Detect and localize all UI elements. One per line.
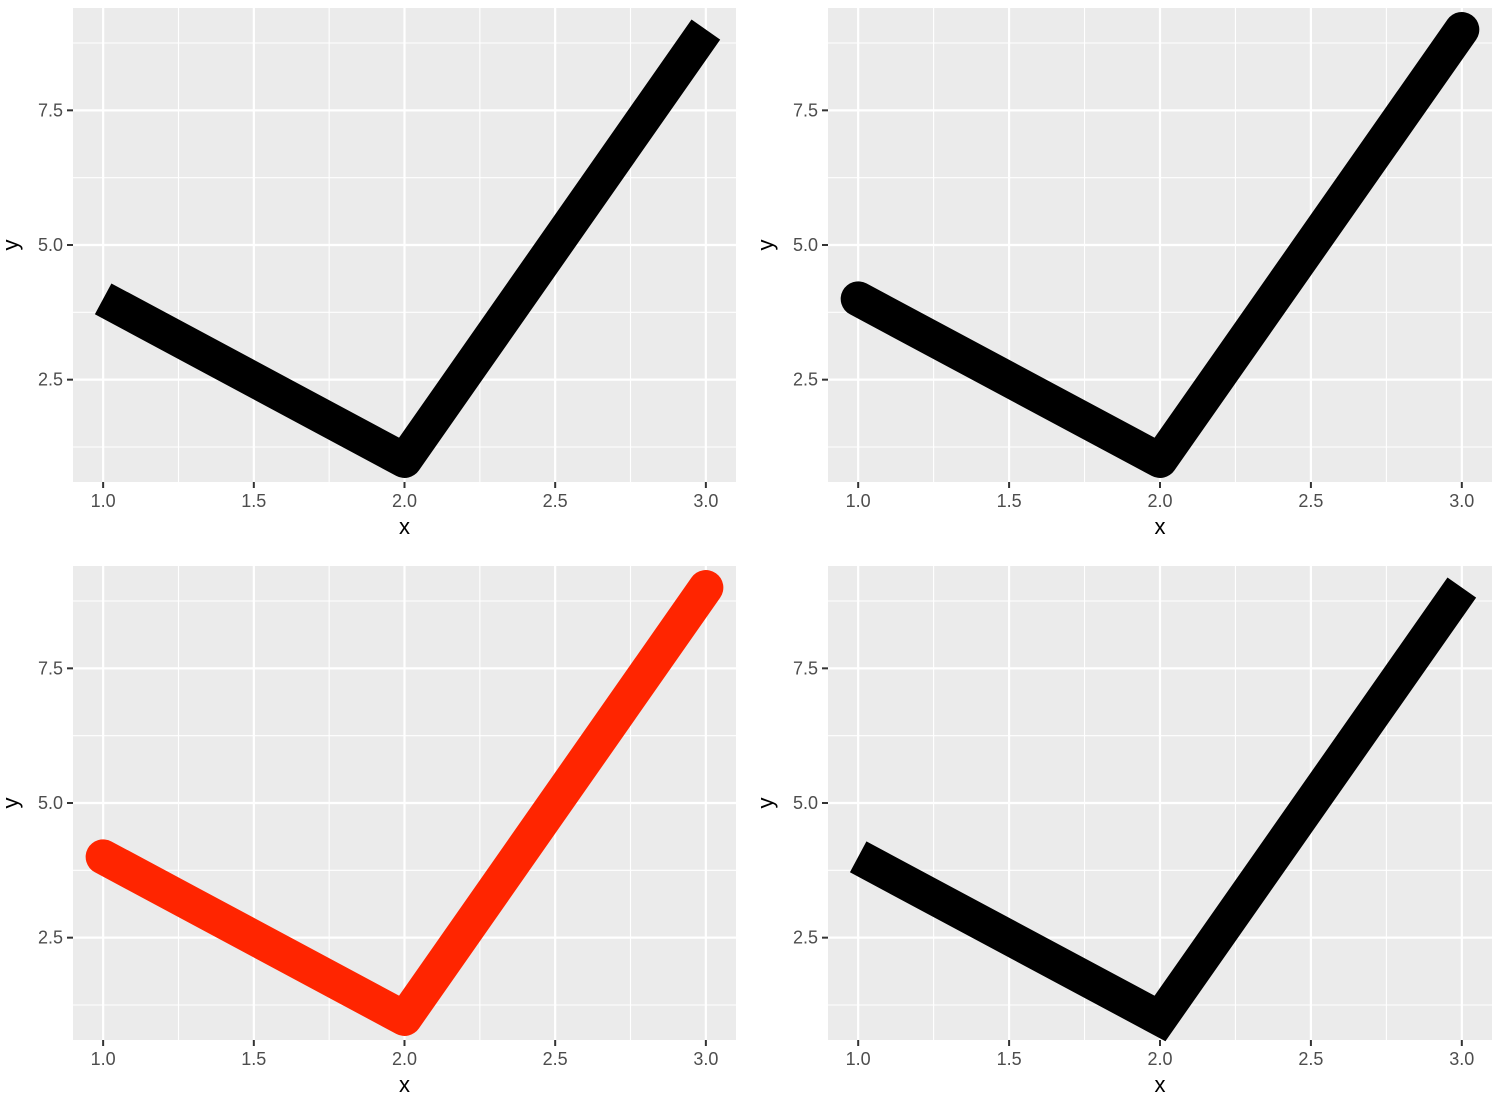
series-line	[849, 577, 1477, 1042]
y-tick-label: 7.5	[793, 658, 818, 678]
y-axis-title: y	[753, 798, 778, 809]
y-tick-label: 2.5	[38, 370, 63, 390]
series-line	[85, 570, 724, 1036]
chart-panel-top-left: 1.0 1.5 2.0 2.5 3.0 2.5 5.0 7.5 x y	[0, 8, 736, 539]
y-tick-label: 5.0	[793, 793, 818, 813]
x-tick-label: 2.5	[543, 491, 568, 511]
y-tick-label: 5.0	[793, 235, 818, 255]
y-tick-label: 2.5	[793, 928, 818, 948]
x-tick-label: 1.5	[997, 1049, 1022, 1069]
y-tick-label: 5.0	[38, 235, 63, 255]
series-line	[840, 12, 1480, 478]
x-tick-label: 2.0	[1147, 491, 1172, 511]
y-axis-title: y	[753, 240, 778, 251]
x-tick-label: 3.0	[1449, 491, 1474, 511]
chart-panel-bottom-right: 1.0 1.5 2.0 2.5 3.0 2.5 5.0 7.5 x y	[753, 566, 1492, 1097]
x-tick-label: 1.0	[91, 1049, 116, 1069]
x-axis-title: x	[399, 1072, 410, 1097]
y-axis-title: y	[0, 240, 23, 251]
x-tick-label: 2.5	[1298, 491, 1323, 511]
x-tick-label: 1.0	[846, 491, 871, 511]
x-tick-label: 1.5	[997, 491, 1022, 511]
x-axis-title: x	[399, 514, 410, 539]
x-tick-label: 2.0	[392, 491, 417, 511]
x-axis-title: x	[1155, 1072, 1166, 1097]
y-axis-title: y	[0, 798, 23, 809]
x-axis-title: x	[1155, 514, 1166, 539]
chart-panel-bottom-left: 1.0 1.5 2.0 2.5 3.0 2.5 5.0 7.5 x y	[0, 566, 736, 1097]
x-tick-label: 3.0	[693, 1049, 718, 1069]
chart-panel-top-right: 1.0 1.5 2.0 2.5 3.0 2.5 5.0 7.5 x y	[753, 8, 1492, 539]
y-tick-label: 2.5	[793, 370, 818, 390]
x-tick-label: 3.0	[1449, 1049, 1474, 1069]
y-tick-label: 5.0	[38, 793, 63, 813]
series-line	[94, 19, 721, 478]
x-tick-label: 1.5	[241, 491, 266, 511]
x-tick-label: 1.0	[91, 491, 116, 511]
y-tick-label: 7.5	[38, 100, 63, 120]
x-tick-label: 2.0	[392, 1049, 417, 1069]
x-tick-label: 1.0	[846, 1049, 871, 1069]
y-tick-label: 7.5	[38, 658, 63, 678]
x-tick-label: 2.5	[1298, 1049, 1323, 1069]
x-tick-label: 2.0	[1147, 1049, 1172, 1069]
x-tick-label: 1.5	[241, 1049, 266, 1069]
x-tick-label: 2.5	[543, 1049, 568, 1069]
y-tick-label: 2.5	[38, 928, 63, 948]
y-tick-label: 7.5	[793, 100, 818, 120]
x-tick-label: 3.0	[693, 491, 718, 511]
